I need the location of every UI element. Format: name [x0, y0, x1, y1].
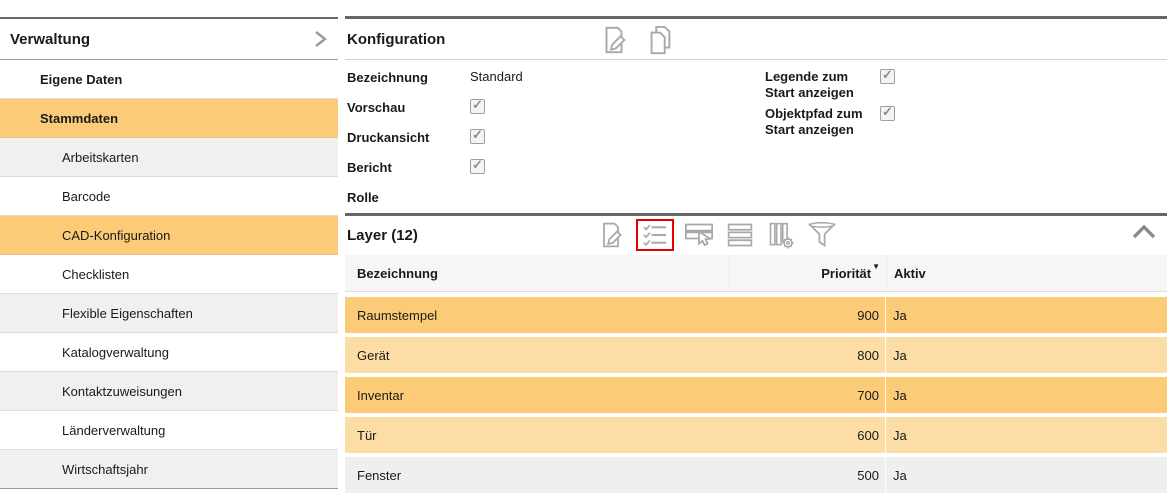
- table-row[interactable]: Fenster 500 Ja: [345, 457, 1167, 493]
- legende-checkbox[interactable]: ✓: [880, 67, 895, 84]
- field-value: Standard: [470, 69, 523, 84]
- cell-bezeichnung: Gerät: [357, 347, 390, 363]
- cell-aktiv: Ja: [893, 387, 907, 403]
- column-header-prioritaet[interactable]: Priorität ▼: [729, 255, 886, 291]
- sidebar-item-label: Stammdaten: [40, 110, 119, 126]
- checkmark-icon: ✓: [472, 157, 483, 172]
- sort-desc-icon: ▼: [872, 261, 880, 271]
- sidebar-item-laenderverwaltung[interactable]: Länderverwaltung: [0, 411, 338, 450]
- edit-icon[interactable]: [595, 219, 627, 251]
- checkmark-icon: ✓: [472, 97, 483, 112]
- field-bezeichnung: Bezeichnung Standard: [345, 69, 1167, 99]
- field-objektpfad: Objektpfad zum Start anzeigen ✓: [765, 104, 1065, 138]
- layer-table-header: Bezeichnung Priorität ▼ Aktiv: [345, 255, 1167, 292]
- column-settings-icon[interactable]: [765, 219, 797, 251]
- cell-prioritaet: 800: [729, 337, 886, 373]
- field-label: Druckansicht: [347, 130, 430, 145]
- cell-bezeichnung: Raumstempel: [357, 307, 438, 323]
- sidebar-item-label: Arbeitskarten: [62, 149, 139, 165]
- field-label: Rolle: [347, 190, 379, 205]
- konfiguration-form: Bezeichnung Standard Vorschau ✓ Druckans…: [345, 60, 1167, 213]
- sidebar-item-label: Checklisten: [62, 266, 130, 282]
- sidebar-item-label: Flexible Eigenschaften: [62, 305, 193, 321]
- layer-header: Layer (12): [345, 216, 1167, 255]
- checkmark-icon: ✓: [882, 104, 893, 119]
- objektpfad-checkbox[interactable]: ✓: [880, 104, 895, 121]
- sidebar-item-label: CAD-Konfiguration: [62, 227, 171, 243]
- konfiguration-toolbar: [598, 24, 676, 56]
- checklist-icon-highlight: [636, 219, 674, 251]
- table-row[interactable]: Gerät 800 Ja: [345, 337, 1167, 373]
- field-label: Bericht: [347, 160, 392, 175]
- column-header-label: Priorität: [821, 265, 872, 281]
- cell-prioritaet: 500: [729, 457, 886, 493]
- table-row[interactable]: Raumstempel 900 Ja: [345, 297, 1167, 333]
- field-rolle: Rolle: [345, 189, 1167, 219]
- field-legende: Legende zum Start anzeigen ✓: [765, 67, 1065, 101]
- select-rows-icon[interactable]: [683, 219, 715, 251]
- sidebar-item-katalogverwaltung[interactable]: Katalogverwaltung: [0, 333, 338, 372]
- edit-icon[interactable]: [598, 24, 630, 56]
- checkmark-icon: ✓: [882, 67, 893, 82]
- sidebar-item-cad-konfiguration[interactable]: CAD-Konfiguration: [0, 216, 338, 255]
- column-header-aktiv[interactable]: Aktiv: [886, 255, 1167, 291]
- main-panel: Konfiguration Bezeichnu: [345, 16, 1167, 497]
- sidebar-item-label: Katalogverwaltung: [62, 344, 169, 360]
- field-vorschau: Vorschau ✓: [345, 97, 1167, 129]
- sidebar-item-kontaktzuweisungen[interactable]: Kontaktzuweisungen: [0, 372, 338, 411]
- sidebar: Verwaltung Eigene Daten Stammdaten Arbei…: [0, 17, 338, 489]
- sidebar-item-label: Eigene Daten: [40, 71, 123, 87]
- druckansicht-checkbox[interactable]: ✓: [470, 127, 485, 144]
- vorschau-checkbox[interactable]: ✓: [470, 97, 485, 114]
- sidebar-item-wirtschaftsjahr[interactable]: Wirtschaftsjahr: [0, 450, 338, 489]
- sidebar-item-label: Länderverwaltung: [62, 422, 166, 438]
- collapse-chevron-up-icon[interactable]: [1131, 224, 1157, 240]
- cell-bezeichnung: Fenster: [357, 467, 402, 483]
- konfiguration-header: Konfiguration: [345, 19, 1167, 60]
- sidebar-item-label: Barcode: [62, 188, 111, 204]
- sidebar-item-label: Wirtschaftsjahr: [62, 461, 148, 477]
- cell-prioritaet: 600: [729, 417, 886, 453]
- sidebar-item-checklisten[interactable]: Checklisten: [0, 255, 338, 294]
- table-row[interactable]: Inventar 700 Ja: [345, 377, 1167, 413]
- table-row[interactable]: Tür 600 Ja: [345, 417, 1167, 453]
- filter-icon[interactable]: [806, 219, 838, 251]
- cell-aktiv: Ja: [893, 467, 907, 483]
- cell-bezeichnung: Inventar: [357, 387, 404, 403]
- cell-aktiv: Ja: [893, 347, 907, 363]
- sidebar-item-arbeitskarten[interactable]: Arbeitskarten: [0, 138, 338, 177]
- sidebar-item-stammdaten[interactable]: Stammdaten: [0, 99, 338, 138]
- sidebar-item-barcode[interactable]: Barcode: [0, 177, 338, 216]
- layer-title: Layer (12): [347, 227, 418, 244]
- cell-prioritaet: 900: [729, 297, 886, 333]
- sidebar-header[interactable]: Verwaltung: [0, 19, 338, 60]
- field-druckansicht: Druckansicht ✓: [345, 127, 1167, 159]
- field-label: Vorschau: [347, 100, 406, 115]
- chevron-right-icon[interactable]: [312, 29, 328, 49]
- sidebar-item-label: Kontaktzuweisungen: [62, 383, 182, 399]
- bericht-checkbox[interactable]: ✓: [470, 157, 485, 174]
- section-divider: [345, 213, 1167, 216]
- field-label: Objektpfad zum Start anzeigen: [765, 106, 863, 137]
- cell-aktiv: Ja: [893, 427, 907, 443]
- column-header-bezeichnung[interactable]: Bezeichnung: [357, 265, 438, 281]
- sidebar-item-flexible-eigenschaften[interactable]: Flexible Eigenschaften: [0, 294, 338, 333]
- layer-table-body: Raumstempel 900 Ja Gerät 800 Ja Inventar…: [345, 297, 1167, 493]
- field-label: Bezeichnung: [347, 70, 428, 85]
- field-bericht: Bericht ✓: [345, 157, 1167, 189]
- rows-icon[interactable]: [724, 219, 756, 251]
- checkmark-icon: ✓: [472, 127, 483, 142]
- sidebar-item-eigene-daten[interactable]: Eigene Daten: [0, 60, 338, 99]
- sidebar-title: Verwaltung: [10, 30, 91, 48]
- cell-bezeichnung: Tür: [357, 427, 377, 443]
- layer-toolbar: [595, 219, 838, 251]
- cell-prioritaet: 700: [729, 377, 886, 413]
- cell-aktiv: Ja: [893, 307, 907, 323]
- konfiguration-form-right: Legende zum Start anzeigen ✓ Objektpfad …: [765, 67, 1065, 143]
- field-label: Legende zum Start anzeigen: [765, 69, 854, 100]
- copy-icon[interactable]: [644, 24, 676, 56]
- konfiguration-title: Konfiguration: [347, 30, 446, 48]
- checklist-icon[interactable]: [641, 222, 669, 248]
